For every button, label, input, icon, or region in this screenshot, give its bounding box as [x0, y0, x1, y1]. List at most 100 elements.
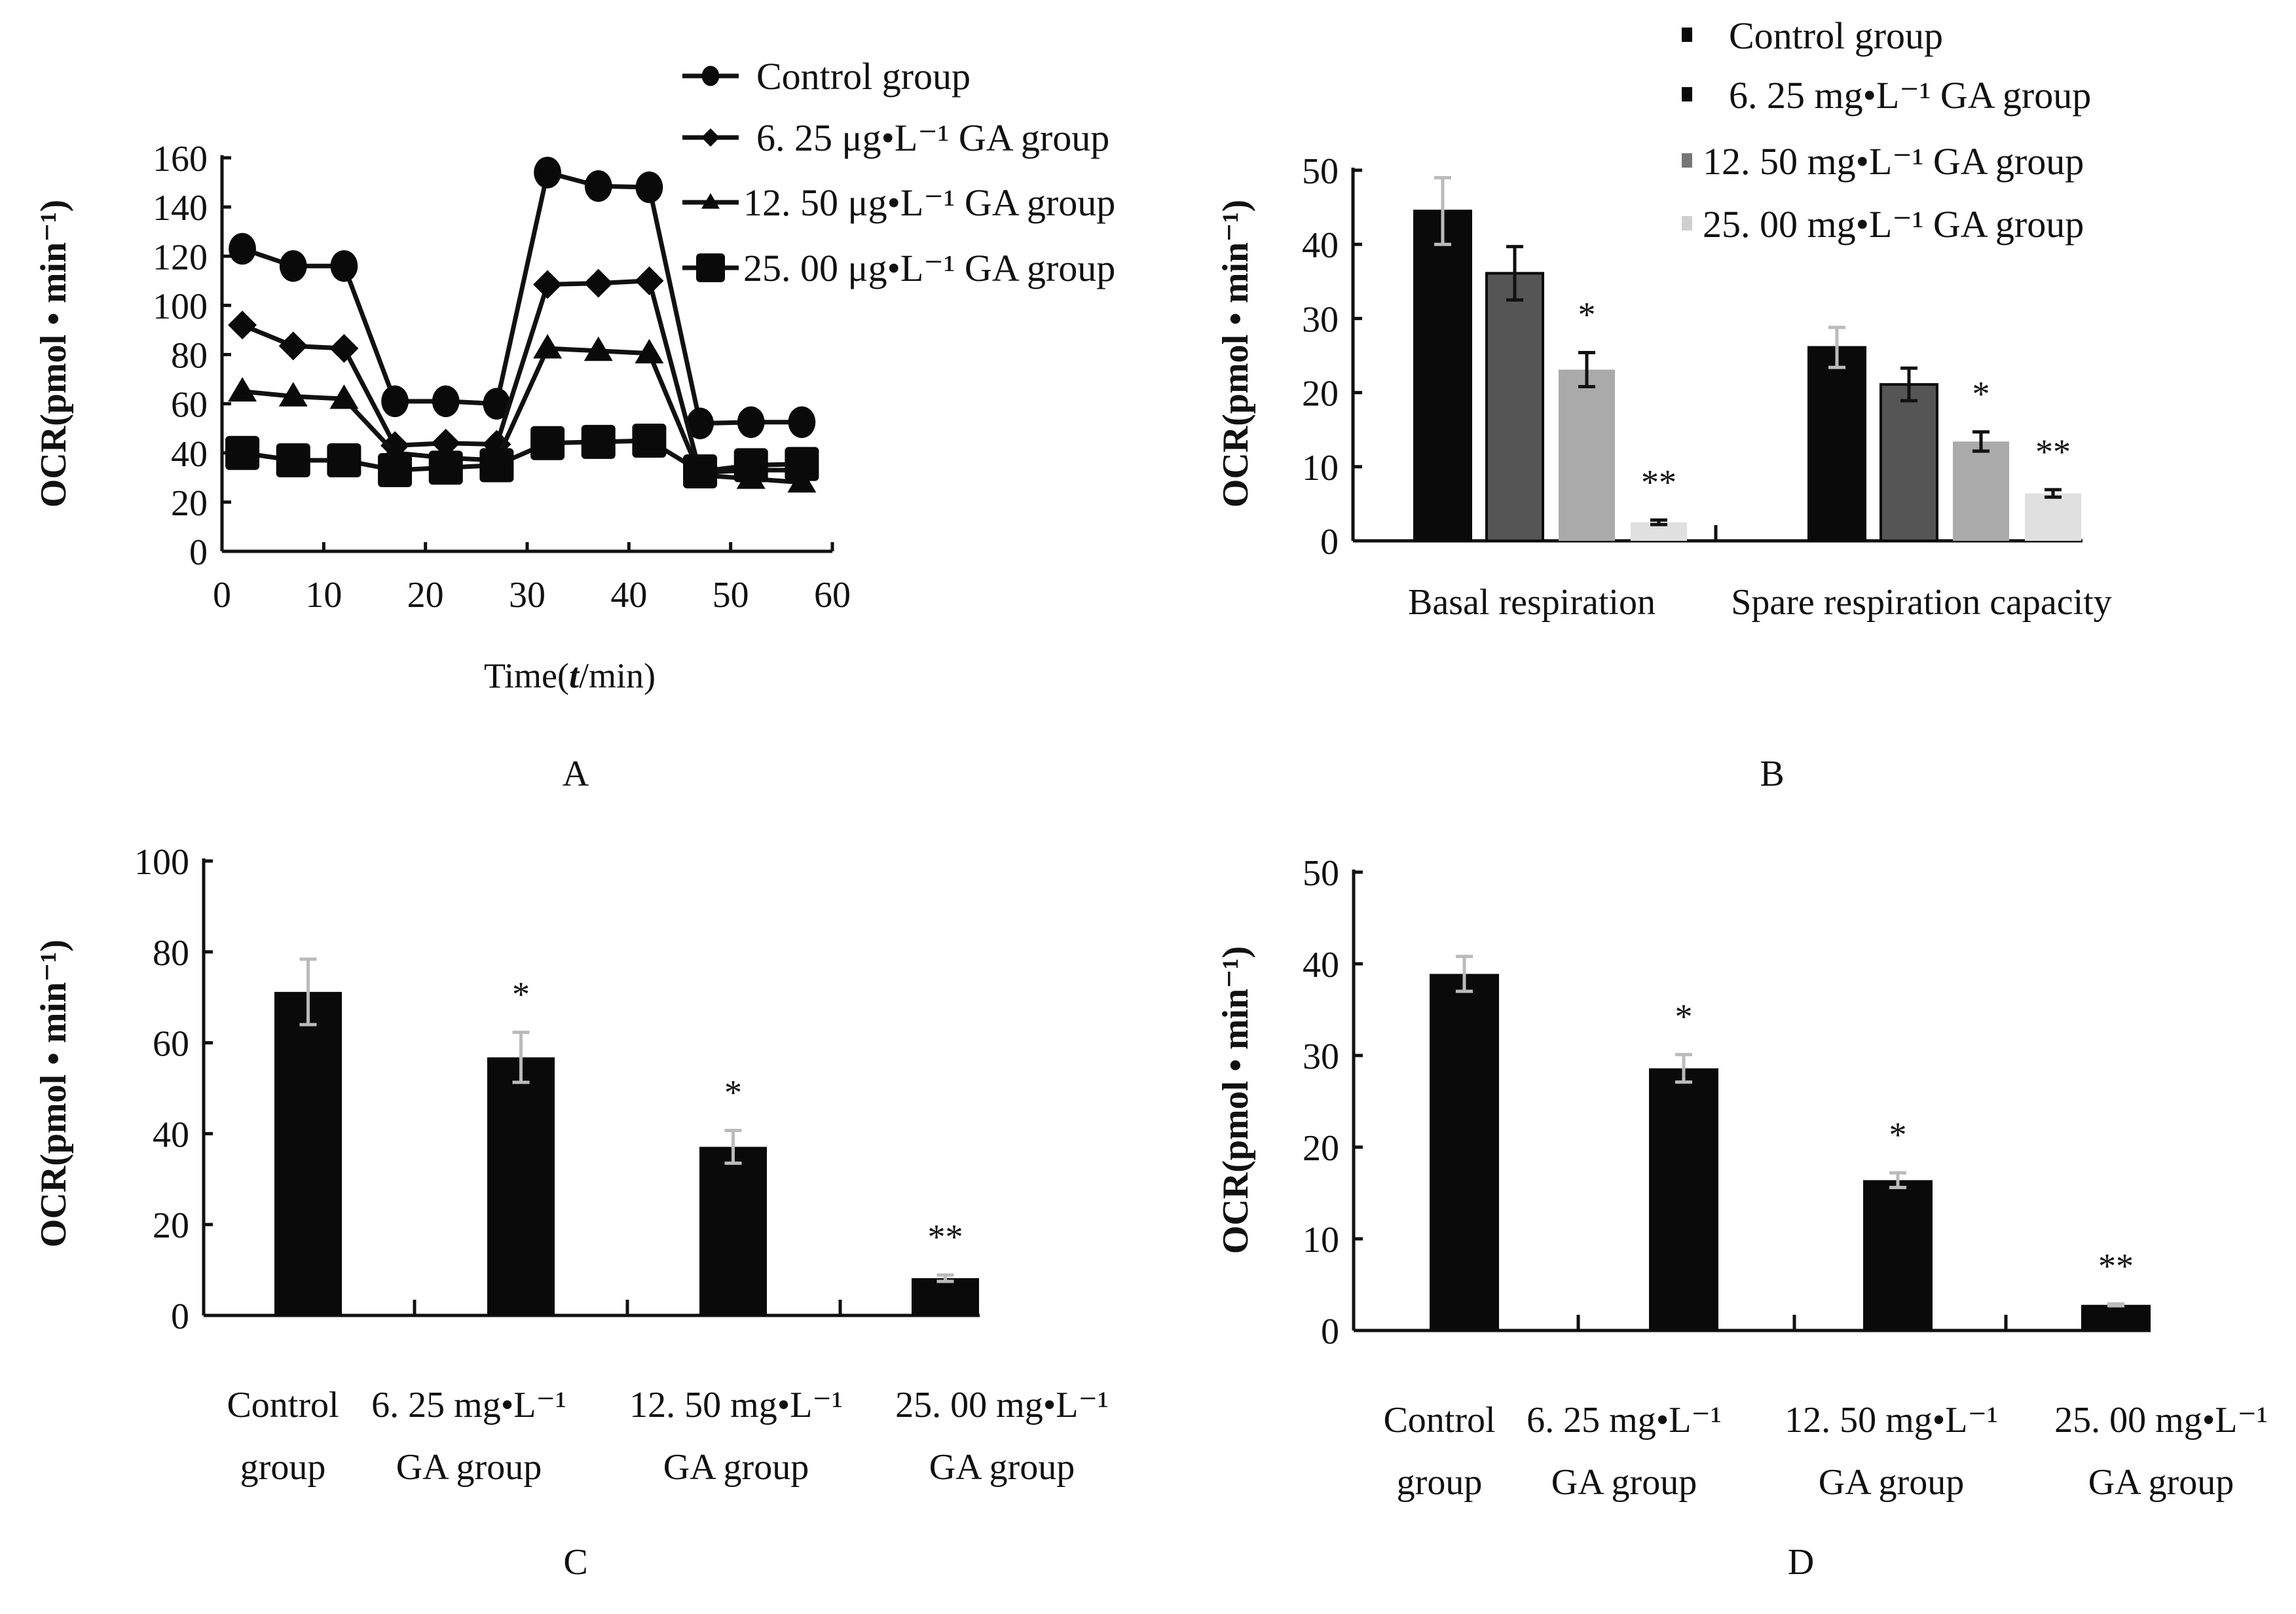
data-point-square	[785, 447, 819, 481]
bar	[1879, 383, 1938, 543]
bar	[2025, 493, 2081, 541]
panel-letter-d: D	[1788, 1542, 1814, 1583]
legend-label: 12. 50 μg•L⁻¹ GA group	[743, 181, 1115, 224]
category-label: group	[1397, 1462, 1483, 1503]
data-point-circle	[483, 388, 511, 420]
category-label: 12. 50 mg•L⁻¹	[629, 1385, 843, 1425]
bar	[1953, 441, 2009, 541]
legend-item: 25. 00 mg•L⁻¹ GA group	[1682, 203, 2084, 246]
category-label: Control	[227, 1385, 339, 1425]
panel-letter-c: C	[563, 1542, 587, 1583]
category-label: GA group	[663, 1447, 809, 1488]
data-point-square	[683, 454, 718, 488]
series-square	[225, 423, 819, 488]
legend-item: Control group	[1682, 14, 1943, 57]
panel-a-line-chart: 0 20 40 60 80 100 120 140 160 0 10 20 30 40 50 60 Time(t…	[33, 55, 1115, 695]
significance-marker: *	[1675, 997, 1693, 1036]
data-point-diamond	[533, 270, 563, 299]
x-tick-label: 60	[814, 575, 851, 615]
category-label: GA group	[1819, 1462, 1964, 1503]
y-tick-label: 100	[153, 286, 208, 327]
bar	[1485, 272, 1544, 542]
category-label: 6. 25 mg•L⁻¹	[1527, 1400, 1722, 1440]
legend-item: Control group	[682, 55, 971, 98]
data-point-circle	[635, 171, 663, 204]
category-label: GA group	[1551, 1462, 1697, 1503]
significance-marker: *	[1972, 375, 1990, 414]
data-point-diamond	[278, 331, 308, 361]
data-point-square	[479, 448, 514, 483]
y-tick-label: 40	[171, 434, 208, 475]
data-point-circle	[701, 65, 720, 86]
legend-label: 6. 25 mg•L⁻¹ GA group	[1729, 74, 2091, 117]
category-label: Basal respiration	[1408, 582, 1656, 623]
y-tick-label: 80	[171, 336, 208, 376]
legend-item: 6. 25 mg•L⁻¹ GA group	[1682, 74, 2091, 117]
category-label: 6. 25 mg•L⁻¹	[371, 1385, 566, 1425]
x-tick-label: 10	[305, 575, 342, 615]
y-tick-label: 100	[134, 842, 189, 883]
y-tick-label: 120	[153, 237, 208, 278]
y-tick-label: 80	[153, 933, 189, 974]
data-point-diamond	[701, 128, 720, 147]
data-point-circle	[686, 407, 714, 439]
panel-letter-b: B	[1760, 754, 1784, 794]
bar	[487, 1057, 555, 1315]
bar	[1430, 974, 1499, 1330]
legend-label: Control group	[1729, 14, 1943, 57]
category-label: GA group	[929, 1447, 1075, 1488]
data-point-diamond	[228, 310, 257, 340]
legend-swatch	[1682, 153, 1692, 168]
x-axis-label-suffix: /min)	[579, 656, 656, 695]
significance-marker: *	[724, 1073, 742, 1112]
legend-item: 12. 50 mg•L⁻¹ GA group	[1682, 140, 2084, 183]
legend-label: 25. 00 μg•L⁻¹ GA group	[743, 247, 1115, 289]
category-label: Control	[1383, 1400, 1495, 1440]
category-label: GA group	[2088, 1462, 2234, 1503]
data-point-diamond	[583, 268, 613, 298]
legend-swatch	[1682, 28, 1692, 42]
data-point-square	[428, 450, 463, 485]
data-point-triangle	[635, 339, 664, 364]
data-point-square	[632, 423, 667, 458]
significance-marker: **	[2098, 1246, 2134, 1285]
legend-label: 6. 25 μg•L⁻¹ GA group	[756, 117, 1109, 159]
y-tick-label: 40	[1302, 225, 1339, 266]
data-point-circle	[737, 406, 765, 438]
y-tick-label: 60	[153, 1024, 189, 1065]
data-point-triangle	[329, 384, 359, 409]
y-tick-label: 160	[153, 139, 208, 179]
data-point-square	[530, 426, 565, 460]
x-axis-label-prefix: Time(	[484, 656, 569, 695]
y-tick-label: 40	[153, 1114, 189, 1155]
bar	[699, 1146, 767, 1315]
significance-marker: **	[928, 1217, 963, 1256]
data-point-square	[225, 435, 260, 470]
data-point-circle	[432, 385, 460, 418]
data-point-circle	[584, 170, 612, 202]
category-label: GA group	[396, 1447, 542, 1488]
y-tick-label: 20	[153, 1205, 189, 1246]
data-point-square	[327, 443, 361, 478]
data-point-circle	[279, 250, 307, 282]
bar	[274, 991, 342, 1315]
category-label: 12. 50 mg•L⁻¹	[1785, 1400, 1998, 1440]
category-label: 25. 00 mg•L⁻¹	[895, 1385, 1109, 1425]
y-tick-label: 20	[171, 483, 208, 524]
data-point-triangle	[533, 334, 563, 359]
y-axis-label: OCR(pmol • min⁻¹)	[33, 940, 74, 1247]
data-point-triangle	[278, 382, 308, 407]
x-axis-label-variable: t	[569, 656, 580, 695]
data-point-diamond	[635, 266, 664, 295]
x-axis-label: Time(t/min)	[484, 656, 656, 695]
data-point-triangle	[228, 376, 257, 402]
legend-label: Control group	[756, 55, 971, 98]
data-point-circle	[381, 385, 409, 418]
data-point-diamond	[329, 334, 359, 363]
y-tick-label: 140	[153, 188, 208, 229]
bar	[1559, 369, 1615, 541]
series-circle	[229, 156, 816, 439]
y-axis-label: OCR(pmol • min⁻¹)	[33, 200, 74, 507]
